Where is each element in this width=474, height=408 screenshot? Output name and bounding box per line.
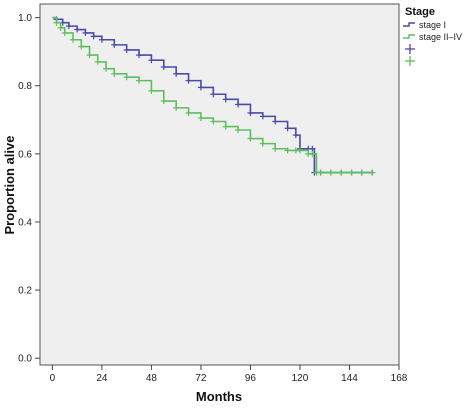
- censor-mark: [123, 46, 130, 53]
- censor-mark: [111, 70, 118, 77]
- censor-mark: [61, 29, 68, 36]
- censor-mark: [222, 123, 229, 130]
- x-tick-label: 24: [96, 373, 108, 384]
- censor-mark: [338, 169, 345, 176]
- censor-mark: [53, 19, 60, 26]
- legend-title: Stage: [405, 6, 435, 18]
- censor-mark: [272, 118, 279, 125]
- censor-mark: [197, 115, 204, 122]
- censor-mark: [284, 125, 291, 132]
- y-tick-label: 0.2: [18, 286, 32, 297]
- y-tick-label: 0.8: [18, 81, 32, 92]
- x-tick-label: 48: [146, 373, 158, 384]
- censor-mark: [103, 65, 110, 72]
- y-tick-label: 0.6: [18, 149, 32, 160]
- censor-mark: [197, 84, 204, 91]
- censor-mark: [86, 52, 93, 59]
- x-tick-label: 96: [245, 373, 257, 384]
- censor-mark: [247, 135, 254, 142]
- censor-mark: [173, 70, 180, 77]
- censor-mark: [78, 43, 85, 50]
- censor-mark: [296, 147, 303, 154]
- censor-mark: [292, 132, 299, 139]
- censor-mark: [309, 150, 316, 157]
- y-tick-label: 0.0: [18, 354, 32, 365]
- censor-mark: [98, 36, 105, 43]
- y-axis: 0.0 0.2 0.4 0.6 0.8 1.0: [18, 13, 40, 365]
- x-tick-label: 120: [292, 373, 309, 384]
- censor-mark: [173, 104, 180, 111]
- censor-mark: [210, 118, 217, 125]
- x-tick-label: 0: [50, 373, 56, 384]
- censor-mark: [235, 101, 242, 108]
- legend-entries: stage I stage II–IV: [403, 20, 462, 66]
- x-tick-label: 168: [391, 373, 408, 384]
- censor-mark: [235, 127, 242, 134]
- censor-mark: [148, 57, 155, 64]
- legend-label: stage I: [419, 20, 446, 30]
- censor-mark: [185, 77, 192, 84]
- legend-entry: stage II–IV: [403, 32, 462, 42]
- censor-mark: [94, 58, 101, 65]
- x-axis-title: Months: [196, 389, 242, 404]
- censor-mark: [57, 24, 64, 31]
- censor-mark: [136, 52, 143, 59]
- censor-mark: [284, 147, 291, 154]
- legend-line-swatch: [403, 22, 415, 27]
- censor-mark: [160, 98, 167, 105]
- censor-mark: [74, 26, 81, 33]
- legend-entry: [405, 44, 415, 54]
- censor-mark: [309, 145, 316, 152]
- y-tick-label: 0.4: [18, 217, 32, 228]
- censor-mark: [317, 169, 324, 176]
- x-tick-label: 72: [195, 373, 207, 384]
- censor-mark: [327, 169, 334, 176]
- censor-mark: [348, 169, 355, 176]
- y-axis-title: Proportion alive: [2, 136, 17, 235]
- censor-mark: [90, 33, 97, 40]
- censor-mark: [70, 36, 77, 43]
- censor-mark: [259, 113, 266, 120]
- legend: Stage stage I stage II–IV: [403, 6, 462, 66]
- legend-plus-swatch: [405, 56, 415, 66]
- censor-mark: [369, 169, 376, 176]
- censor-mark: [65, 23, 72, 30]
- censor-mark: [247, 109, 254, 116]
- censor-mark: [148, 87, 155, 94]
- censor-mark: [111, 41, 118, 48]
- series-layer: [52, 16, 376, 176]
- legend-label: stage II–IV: [419, 32, 462, 42]
- legend-plus-swatch: [405, 44, 415, 54]
- legend-entry: [405, 56, 415, 66]
- x-tick-label: 144: [341, 373, 358, 384]
- censor-mark: [160, 64, 167, 71]
- x-axis: 0 24 48 72 96 120 144 168: [50, 365, 408, 384]
- y-tick-label: 1.0: [18, 13, 32, 24]
- legend-entry: stage I: [403, 20, 446, 30]
- censor-mark: [259, 140, 266, 147]
- censor-mark: [222, 96, 229, 103]
- plot-background: [39, 3, 400, 366]
- censor-mark: [185, 109, 192, 116]
- censor-mark: [123, 74, 130, 81]
- censor-mark: [210, 91, 217, 98]
- censor-mark: [272, 145, 279, 152]
- censor-mark: [82, 29, 89, 36]
- censor-mark: [136, 77, 143, 84]
- censor-mark: [358, 169, 365, 176]
- legend-line-swatch: [403, 34, 415, 39]
